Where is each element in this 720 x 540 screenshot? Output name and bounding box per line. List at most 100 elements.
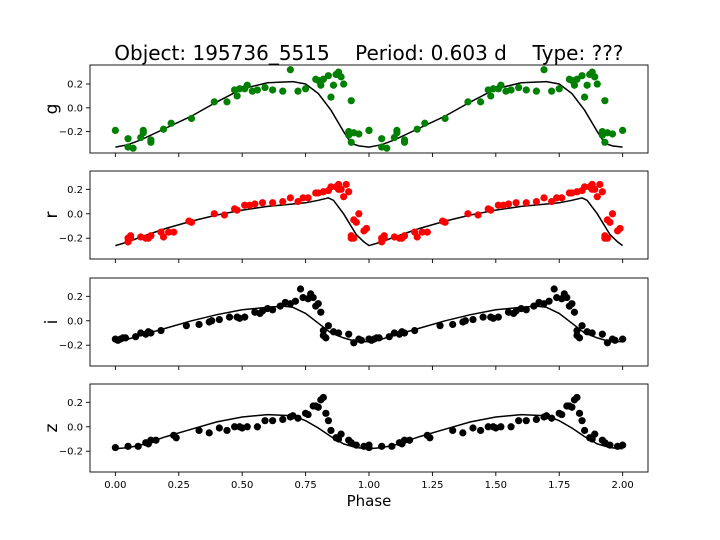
data-point-g	[522, 86, 530, 94]
data-point-z	[269, 417, 277, 425]
x-tick-label: 1.75	[548, 480, 570, 491]
data-point-i	[317, 308, 325, 316]
data-point-r	[540, 194, 548, 202]
data-point-i	[568, 300, 576, 308]
title-period: Period: 0.603 d	[355, 41, 507, 65]
data-point-i	[314, 300, 322, 308]
data-point-r	[413, 233, 421, 241]
data-point-g	[223, 98, 231, 106]
data-point-r	[580, 183, 589, 191]
data-point-z	[449, 426, 457, 435]
data-point-r	[464, 210, 472, 218]
y-tick-label-r: 0.0	[67, 209, 83, 220]
data-point-i	[578, 322, 586, 330]
data-point-g	[507, 86, 515, 94]
data-point-g	[129, 144, 137, 152]
data-point-z	[314, 403, 322, 411]
data-point-z	[619, 441, 627, 449]
x-tick-label: 2.00	[612, 480, 634, 491]
data-point-i	[469, 315, 477, 324]
data-point-i	[215, 315, 223, 324]
data-point-z	[253, 423, 261, 431]
data-point-g	[337, 73, 345, 81]
y-tick-label-g: 0.0	[67, 103, 83, 114]
data-point-z	[294, 414, 302, 422]
data-point-z	[405, 436, 414, 444]
data-point-i	[147, 329, 155, 337]
data-point-z	[558, 410, 566, 419]
data-point-r	[598, 188, 606, 196]
data-point-i	[225, 313, 234, 321]
data-point-r	[532, 197, 541, 206]
data-point-g	[327, 93, 335, 101]
data-point-i	[296, 285, 305, 293]
y-tick-label-g: 0.2	[67, 80, 83, 91]
data-point-r	[345, 188, 353, 196]
x-tick-label: 1.00	[358, 480, 380, 491]
data-point-g	[347, 138, 355, 146]
data-point-z	[606, 441, 614, 449]
y-tick-label-z: −0.2	[59, 447, 83, 458]
data-point-i	[334, 329, 343, 337]
data-point-z	[230, 423, 239, 431]
data-point-r	[251, 200, 259, 208]
data-point-i	[436, 322, 444, 330]
data-point-r	[241, 201, 249, 209]
data-point-z	[261, 417, 269, 425]
data-point-z	[172, 434, 180, 442]
data-point-r	[441, 218, 449, 226]
data-point-z	[532, 415, 541, 424]
data-point-g	[324, 72, 333, 80]
data-point-i	[269, 306, 277, 314]
data-point-r	[352, 218, 360, 226]
y-axis-label-g: g	[42, 104, 62, 115]
data-point-g	[548, 87, 556, 95]
data-point-g	[573, 75, 581, 83]
data-point-r	[126, 232, 135, 240]
data-point-z	[426, 434, 434, 442]
data-point-g	[400, 138, 409, 146]
data-point-i	[522, 306, 530, 314]
data-point-r	[165, 228, 173, 236]
x-tick-label: 0.75	[294, 480, 316, 491]
data-point-r	[337, 185, 345, 193]
panel-frame-z	[89, 383, 649, 473]
data-point-g	[329, 81, 338, 89]
data-point-z	[279, 415, 287, 424]
data-point-z	[522, 417, 530, 425]
data-point-g	[477, 98, 485, 106]
data-point-r	[362, 224, 371, 233]
data-point-r	[233, 206, 241, 214]
data-point-g	[233, 92, 241, 100]
data-point-i	[276, 302, 284, 310]
data-point-i	[195, 320, 203, 329]
data-point-r	[220, 211, 229, 219]
data-point-g	[532, 87, 541, 95]
data-point-z	[111, 443, 119, 452]
data-point-g	[124, 135, 132, 143]
y-tick-label-r: 0.2	[67, 185, 83, 196]
data-point-i	[309, 293, 317, 302]
panel-i: −0.2 0.0 0.2 i	[42, 277, 649, 370]
data-point-z	[124, 442, 132, 450]
data-point-r	[286, 194, 294, 202]
x-tick-label: 1.25	[421, 480, 443, 491]
data-point-g	[210, 98, 218, 106]
data-point-r	[616, 224, 624, 233]
data-point-g	[601, 97, 609, 105]
data-point-r	[299, 194, 307, 202]
data-point-g	[269, 86, 277, 94]
data-point-r	[553, 194, 561, 202]
y-tick-label-i: 0.0	[67, 316, 83, 327]
data-point-i	[588, 329, 596, 337]
panel-frame-r	[89, 170, 649, 260]
data-point-g	[497, 81, 505, 89]
data-point-z	[352, 441, 360, 449]
data-point-g	[413, 125, 421, 133]
y-tick-label-r: −0.2	[59, 234, 83, 245]
data-point-i	[350, 339, 358, 347]
data-point-r	[522, 199, 530, 207]
data-point-r	[548, 197, 556, 206]
data-point-z	[147, 436, 155, 444]
